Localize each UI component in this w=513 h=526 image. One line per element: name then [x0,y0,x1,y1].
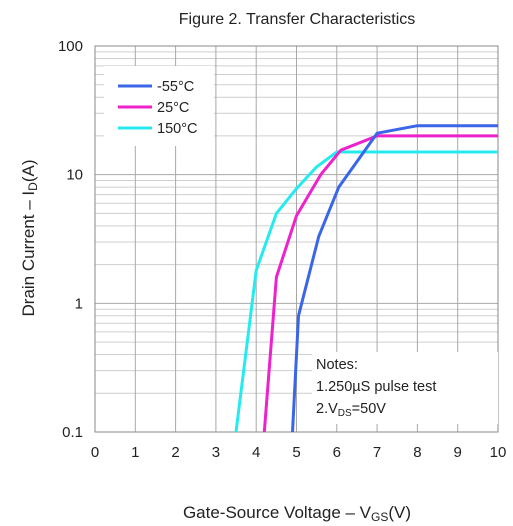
notes-box [312,352,498,424]
legend-label: 150°C [157,121,197,137]
y-axis-label-suffix: (A) [19,159,38,182]
legend: -55°C 25°C 150°C [118,79,197,137]
x-tick-label: 7 [373,444,381,461]
x-axis-label-main: Gate-Source Voltage – V [183,503,372,522]
x-tick-label: 5 [292,444,300,461]
x-tick-label: 6 [333,444,341,461]
x-axis-label-subscript: GS [371,510,388,524]
x-tick-label: 0 [91,444,99,461]
data-series [234,124,498,433]
series-line-150C [234,150,498,433]
x-tick-label: 8 [413,444,421,461]
notes-line-2-prefix: 2.V [316,401,338,417]
y-tick-label: 1 [75,295,83,312]
notes-heading: Notes: [316,357,358,373]
notes-line-2: 2.VDS=50V [316,401,386,419]
y-tick-label: 0.1 [62,424,83,441]
x-tick-label: 2 [171,444,179,461]
legend-label: -55°C [157,79,194,95]
notes-line-2-subscript: DS [338,408,352,419]
y-tick-label: 10 [66,167,83,184]
x-tick-label: 4 [252,444,260,461]
y-axis-label-main: Drain Current – I [19,191,38,317]
series-line-25C [262,134,498,433]
notes-line-2-suffix: =50V [352,401,387,417]
notes-line-1: 1.250µS pulse test [316,379,436,395]
y-axis-ticks: 0.1 1 10 100 [58,38,83,441]
y-tick-label: 100 [58,38,83,55]
legend-label: 25°C [157,100,189,116]
series-line--55C [291,124,498,433]
y-axis-label-subscript: D [26,182,40,191]
x-tick-label: 3 [212,444,220,461]
x-tick-label: 10 [490,444,507,461]
chart-title: Figure 2. Transfer Characteristics [179,11,416,28]
y-axis-label: Drain Current – ID(A) [19,159,40,316]
x-tick-label: 1 [131,444,139,461]
x-tick-label: 9 [454,444,462,461]
x-axis-ticks: 0 1 2 3 4 5 6 7 8 9 10 [91,444,507,461]
x-axis-label: Gate-Source Voltage – VGS(V) [183,503,411,524]
x-axis-label-suffix: (V) [388,503,411,522]
plot-area-frame [94,45,499,433]
